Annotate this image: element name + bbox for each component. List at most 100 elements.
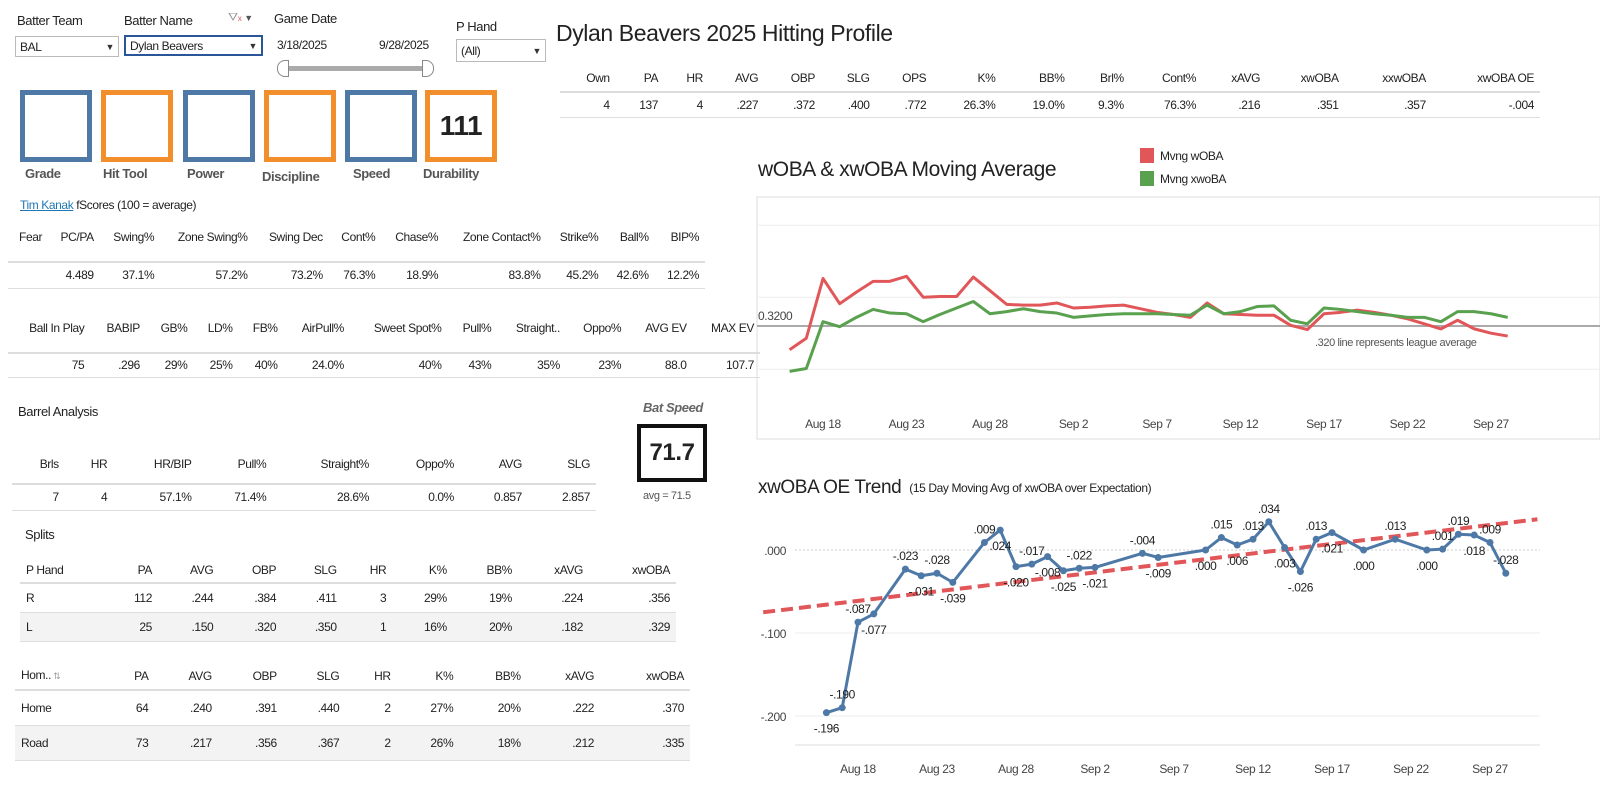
column-header[interactable]: HR [369, 562, 387, 577]
column-header[interactable]: Cont% [1161, 70, 1196, 85]
column-header[interactable]: K% [428, 562, 447, 577]
column-header[interactable]: HR/BIP [153, 456, 192, 471]
column-header[interactable]: BABIP [106, 320, 141, 335]
column-header[interactable]: xwOBA [631, 562, 670, 577]
column-header[interactable]: Oppo% [583, 320, 622, 335]
table-row: 4.489 37.1% 57.2% 73.2% 76.3% 18.9% 83.8% 45.2%… [8, 262, 705, 288]
column-header[interactable]: OBP [252, 668, 278, 683]
column-header[interactable]: Own [586, 70, 610, 85]
column-header[interactable]: GB% [160, 320, 188, 335]
table-cell: 137 [639, 97, 659, 112]
column-header[interactable]: xwOBA [645, 668, 684, 683]
column-header[interactable]: SLG [846, 70, 870, 85]
column-header[interactable]: AVG [188, 668, 213, 683]
column-header[interactable]: HR [90, 456, 108, 471]
column-header[interactable]: Zone Swing% [177, 229, 248, 244]
data-point [1233, 541, 1241, 549]
data-label: -.008 [1035, 566, 1061, 580]
column-header[interactable]: AVG EV [645, 320, 687, 335]
column-header[interactable]: BB% [486, 562, 512, 577]
x-tick-label: Sep 22 [1393, 762, 1429, 776]
slider-handle-start[interactable] [277, 60, 289, 77]
column-header[interactable]: xwOBA [1300, 70, 1339, 85]
column-header[interactable]: xAVG [554, 562, 583, 577]
data-label: -.039 [940, 591, 966, 605]
column-header[interactable]: PA [137, 562, 153, 577]
date-range-slider[interactable] [284, 66, 428, 71]
table-cell: .772 [904, 97, 927, 112]
table-cell: 20% [489, 619, 512, 634]
column-header[interactable]: Oppo% [415, 456, 454, 471]
column-header[interactable]: K% [977, 70, 996, 85]
table-cell: .244 [191, 590, 214, 605]
data-label: -.021 [1082, 576, 1108, 590]
column-header[interactable]: OPS [902, 70, 927, 85]
column-header[interactable]: AVG [734, 70, 759, 85]
column-header[interactable]: Cont% [341, 229, 376, 244]
column-header[interactable]: HR [374, 668, 391, 683]
moving-average-chart: wOBA & xwOBA Moving Average Mvng wOBA Mvng… [756, 148, 1600, 440]
column-header[interactable]: AirPull% [301, 320, 345, 335]
table-cell: 4 [696, 97, 704, 112]
data-label: -.020 [1003, 576, 1029, 590]
trend-line [762, 517, 1538, 615]
table-cell: 18.9% [406, 268, 439, 283]
tim-kanak-link[interactable]: Tim Kanak [20, 198, 74, 212]
column-header[interactable]: Swing Dec [268, 229, 323, 244]
column-header[interactable]: xAVG [565, 668, 595, 683]
column-header[interactable]: Pull% [462, 320, 492, 335]
p-hand-select[interactable]: (All) ▼ [456, 39, 546, 62]
table-cell: .329 [648, 619, 670, 634]
clear-filter-icon[interactable]: ⛛x ▼ [228, 10, 253, 24]
score-box-discipline [264, 90, 336, 162]
column-header[interactable]: Straight% [320, 456, 370, 471]
column-header[interactable]: FB% [252, 320, 278, 335]
column-header[interactable]: HR [686, 70, 703, 85]
column-header[interactable]: Zone Contact% [462, 229, 541, 244]
column-header[interactable]: BIP% [670, 229, 700, 244]
column-header[interactable]: Ball% [619, 229, 649, 244]
column-header[interactable]: Sweet Spot% [373, 320, 442, 335]
batter-name-select[interactable]: Dylan Beavers ▼ [124, 35, 263, 56]
column-header[interactable]: xxwOBA [1382, 70, 1426, 85]
column-header[interactable]: Brl% [1100, 70, 1124, 85]
table-cell: 3 [379, 590, 387, 605]
column-header[interactable]: SLG [313, 562, 337, 577]
column-header[interactable]: K% [435, 668, 454, 683]
column-header[interactable]: P Hand [26, 562, 64, 577]
column-header[interactable]: Ball In Play [29, 320, 85, 335]
column-header[interactable]: LD% [207, 320, 233, 335]
column-header[interactable]: Chase% [395, 229, 439, 244]
x-tick-label: Sep 2 [1059, 417, 1089, 431]
column-header[interactable]: SLG [567, 456, 590, 471]
bat-speed-avg: avg = 71.5 [643, 490, 691, 502]
column-header[interactable]: BB% [1039, 70, 1065, 85]
column-header[interactable]: SLG [316, 668, 340, 683]
column-header[interactable]: OBP [790, 70, 816, 85]
column-header[interactable]: MAX EV [711, 320, 754, 335]
column-header[interactable]: PA [134, 668, 149, 683]
table-cell: 7 [52, 490, 60, 505]
column-header[interactable]: Brls [39, 456, 59, 471]
column-header[interactable]: xwOBA OE [1477, 70, 1534, 85]
slider-handle-end[interactable] [422, 60, 434, 77]
column-header[interactable]: xAVG [1231, 70, 1261, 85]
table-cell: 40% [418, 358, 442, 373]
column-header[interactable]: BB% [495, 668, 521, 683]
column-header[interactable]: Straight.. [515, 320, 560, 335]
column-header[interactable]: Pull% [237, 456, 267, 471]
xwoba-oe-trend-chart: xwOBA OE Trend (15 Day Moving Avg of xwOB… [758, 477, 1540, 776]
sort-icon[interactable]: ⇅ [51, 671, 61, 681]
data-point [1091, 563, 1099, 571]
column-header[interactable]: Fear [19, 229, 43, 244]
column-header[interactable]: Hom.. ⇅ [21, 668, 61, 682]
column-header[interactable]: Swing% [113, 229, 155, 244]
column-header[interactable]: AVG [190, 562, 214, 577]
column-header[interactable]: AVG [498, 456, 523, 471]
column-header[interactable]: OBP [251, 562, 277, 577]
column-header[interactable]: PA [643, 70, 659, 85]
data-point [949, 578, 957, 586]
column-header[interactable]: PC/PA [60, 229, 95, 244]
batter-team-select[interactable]: BAL ▼ [15, 36, 119, 57]
column-header[interactable]: Strike% [559, 229, 599, 244]
